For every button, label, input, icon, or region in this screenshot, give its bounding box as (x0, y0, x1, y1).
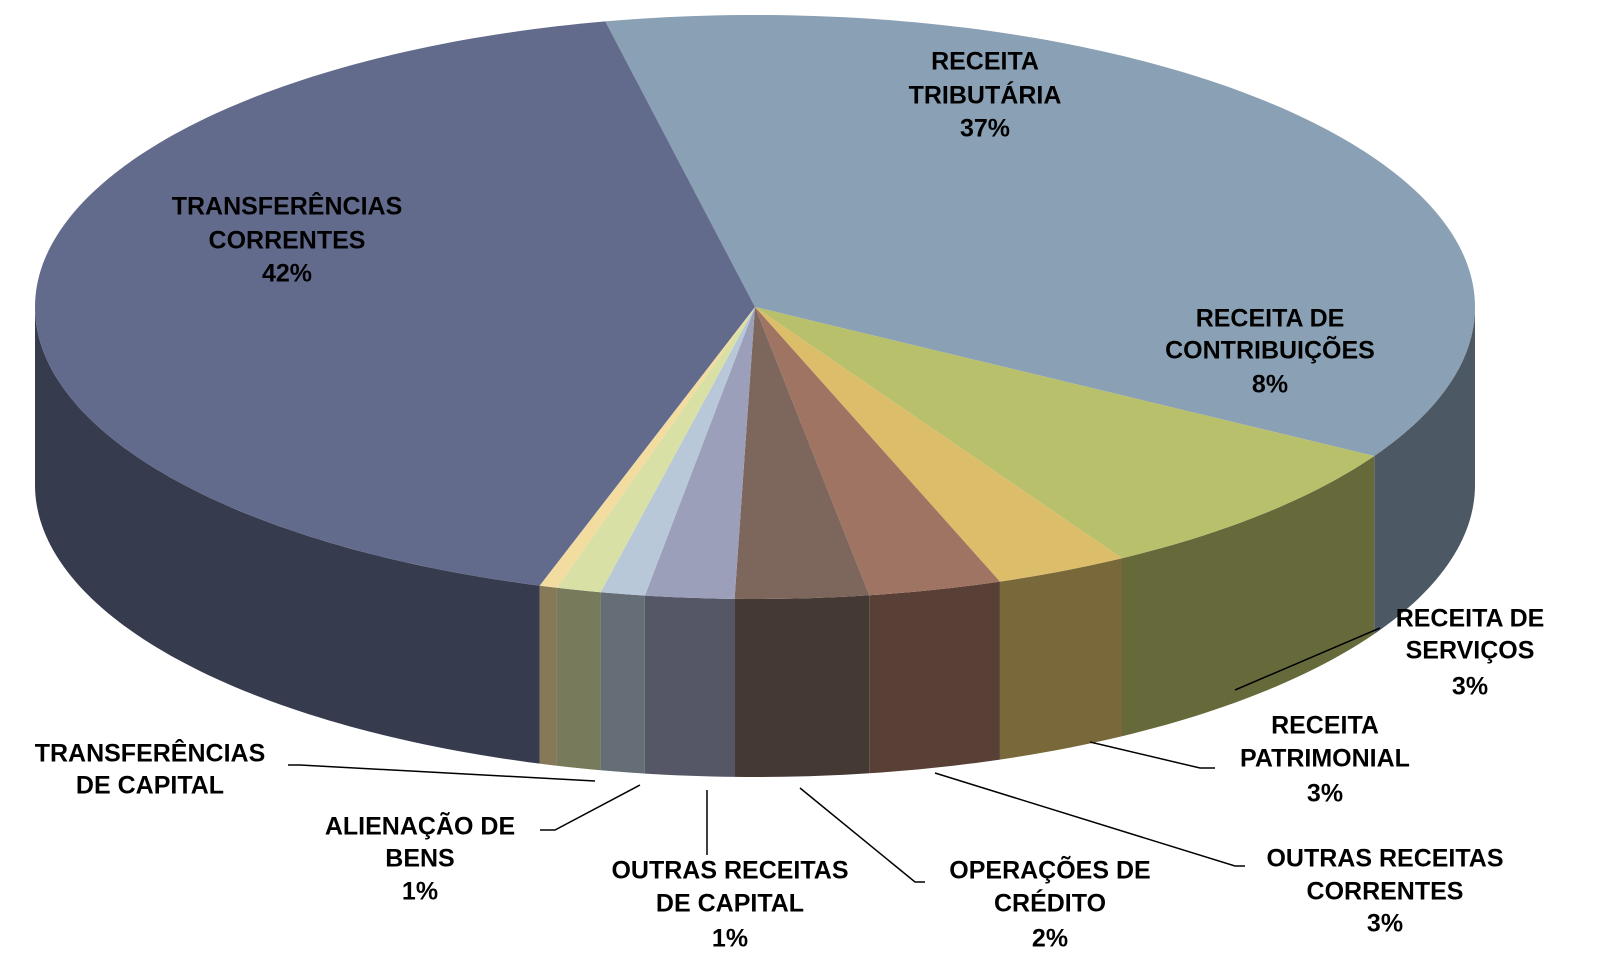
pie-slice (755, 307, 1000, 596)
leader-line (799, 787, 925, 883)
slice-label: RECEITA DE (1196, 305, 1345, 333)
slice-label: TRIBUTÁRIA (909, 81, 1062, 110)
slice-label: RECEITA (1271, 712, 1379, 740)
slice-label: CONTRIBUIÇÕES (1165, 335, 1375, 365)
slice-label: CORRENTES (209, 227, 366, 255)
leader-line (1089, 741, 1215, 769)
value-label: 3% (1367, 910, 1403, 938)
slice-label: RECEITA (931, 48, 1039, 76)
pie-side (644, 595, 735, 777)
pie-side (35, 307, 540, 764)
value-label: 42% (262, 260, 312, 288)
pie-side (869, 581, 1000, 774)
pie-side (1122, 455, 1375, 737)
pie-side (1374, 307, 1475, 634)
value-label: 3% (1307, 780, 1343, 808)
pie-slice (556, 307, 755, 593)
slice-label: RECEITA DE (1396, 605, 1545, 633)
pie-slice (605, 15, 1475, 456)
pie-side (734, 595, 870, 777)
value-label: 37% (960, 115, 1010, 143)
pie-slice (600, 307, 755, 596)
slice-label: DE CAPITAL (656, 890, 804, 918)
value-label: 3% (1452, 673, 1488, 701)
slice-label: PATRIMONIAL (1240, 745, 1410, 773)
value-label: 1% (712, 925, 748, 953)
leader-line (540, 784, 641, 831)
leader-line (1234, 627, 1381, 691)
pie-slice (734, 307, 870, 599)
slice-label: TRANSFERÊNCIAS (172, 191, 403, 221)
pie-side (539, 585, 557, 766)
slice-label: DE CAPITAL (76, 772, 224, 800)
value-label: 8% (1252, 371, 1288, 399)
leader-line (934, 772, 1245, 867)
slice-label: ALIENAÇÃO DE (325, 811, 515, 841)
pie-side (556, 587, 601, 771)
value-label: 1% (402, 878, 438, 906)
slice-label: CRÉDITO (994, 889, 1106, 918)
pie-slice (539, 307, 755, 588)
slice-label: OUTRAS RECEITAS (611, 857, 848, 885)
pie-slice (755, 307, 1375, 559)
leader-line (288, 764, 596, 782)
pie-side (999, 558, 1123, 760)
pie-slice (644, 307, 755, 599)
pie-side (600, 592, 645, 774)
pie-slice (35, 21, 755, 586)
slice-label: BENS (385, 845, 454, 873)
slice-label: SERVIÇOS (1406, 637, 1535, 665)
slice-label: CORRENTES (1307, 878, 1464, 906)
value-label: 2% (1032, 925, 1068, 953)
pie-slice (755, 307, 1123, 582)
slice-label: OUTRAS RECEITAS (1266, 845, 1503, 873)
slice-label: TRANSFERÊNCIAS (35, 738, 266, 768)
slice-label: OPERAÇÕES DE (949, 855, 1150, 885)
